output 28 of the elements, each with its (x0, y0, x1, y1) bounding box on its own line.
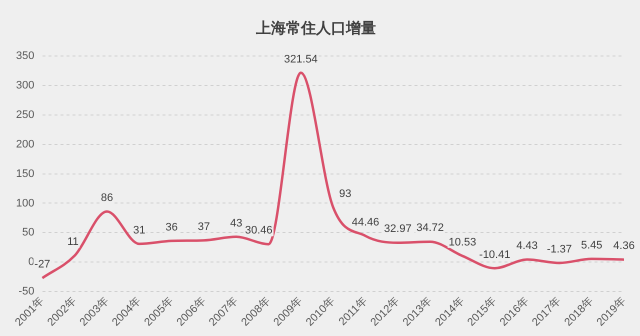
data-label: 5.45 (580, 239, 602, 252)
data-label: 4.43 (516, 240, 538, 252)
data-label: 32.97 (384, 223, 412, 236)
data-label: 34.72 (416, 222, 444, 234)
data-label: -27 (34, 258, 50, 271)
data-label: -1.37 (546, 243, 572, 256)
data-label: 86 (100, 192, 114, 204)
data-label: 93 (339, 188, 352, 200)
data-label: 10.53 (448, 236, 476, 248)
data-label: 44.46 (352, 216, 380, 228)
data-label: 43 (230, 217, 242, 230)
y-tick-label: -50 (18, 286, 34, 298)
y-tick-label: 150 (16, 168, 34, 180)
y-tick-label: 100 (16, 197, 34, 210)
data-label: 31 (133, 224, 146, 236)
y-tick-label: 50 (22, 226, 34, 239)
chart-title: 上海常住人口增量 (255, 20, 376, 38)
y-tick-label: 250 (16, 108, 34, 121)
data-label: 11 (67, 236, 79, 248)
data-label: 4.36 (613, 240, 635, 252)
data-label: 37 (198, 220, 210, 233)
data-label: 321.54 (284, 53, 318, 66)
y-tick-label: 350 (16, 50, 34, 62)
data-label: 30.46 (245, 224, 273, 237)
data-label: -10.41 (479, 248, 510, 261)
data-label: 36 (165, 221, 178, 234)
y-tick-label: 300 (16, 79, 34, 92)
y-tick-label: 200 (16, 138, 34, 150)
